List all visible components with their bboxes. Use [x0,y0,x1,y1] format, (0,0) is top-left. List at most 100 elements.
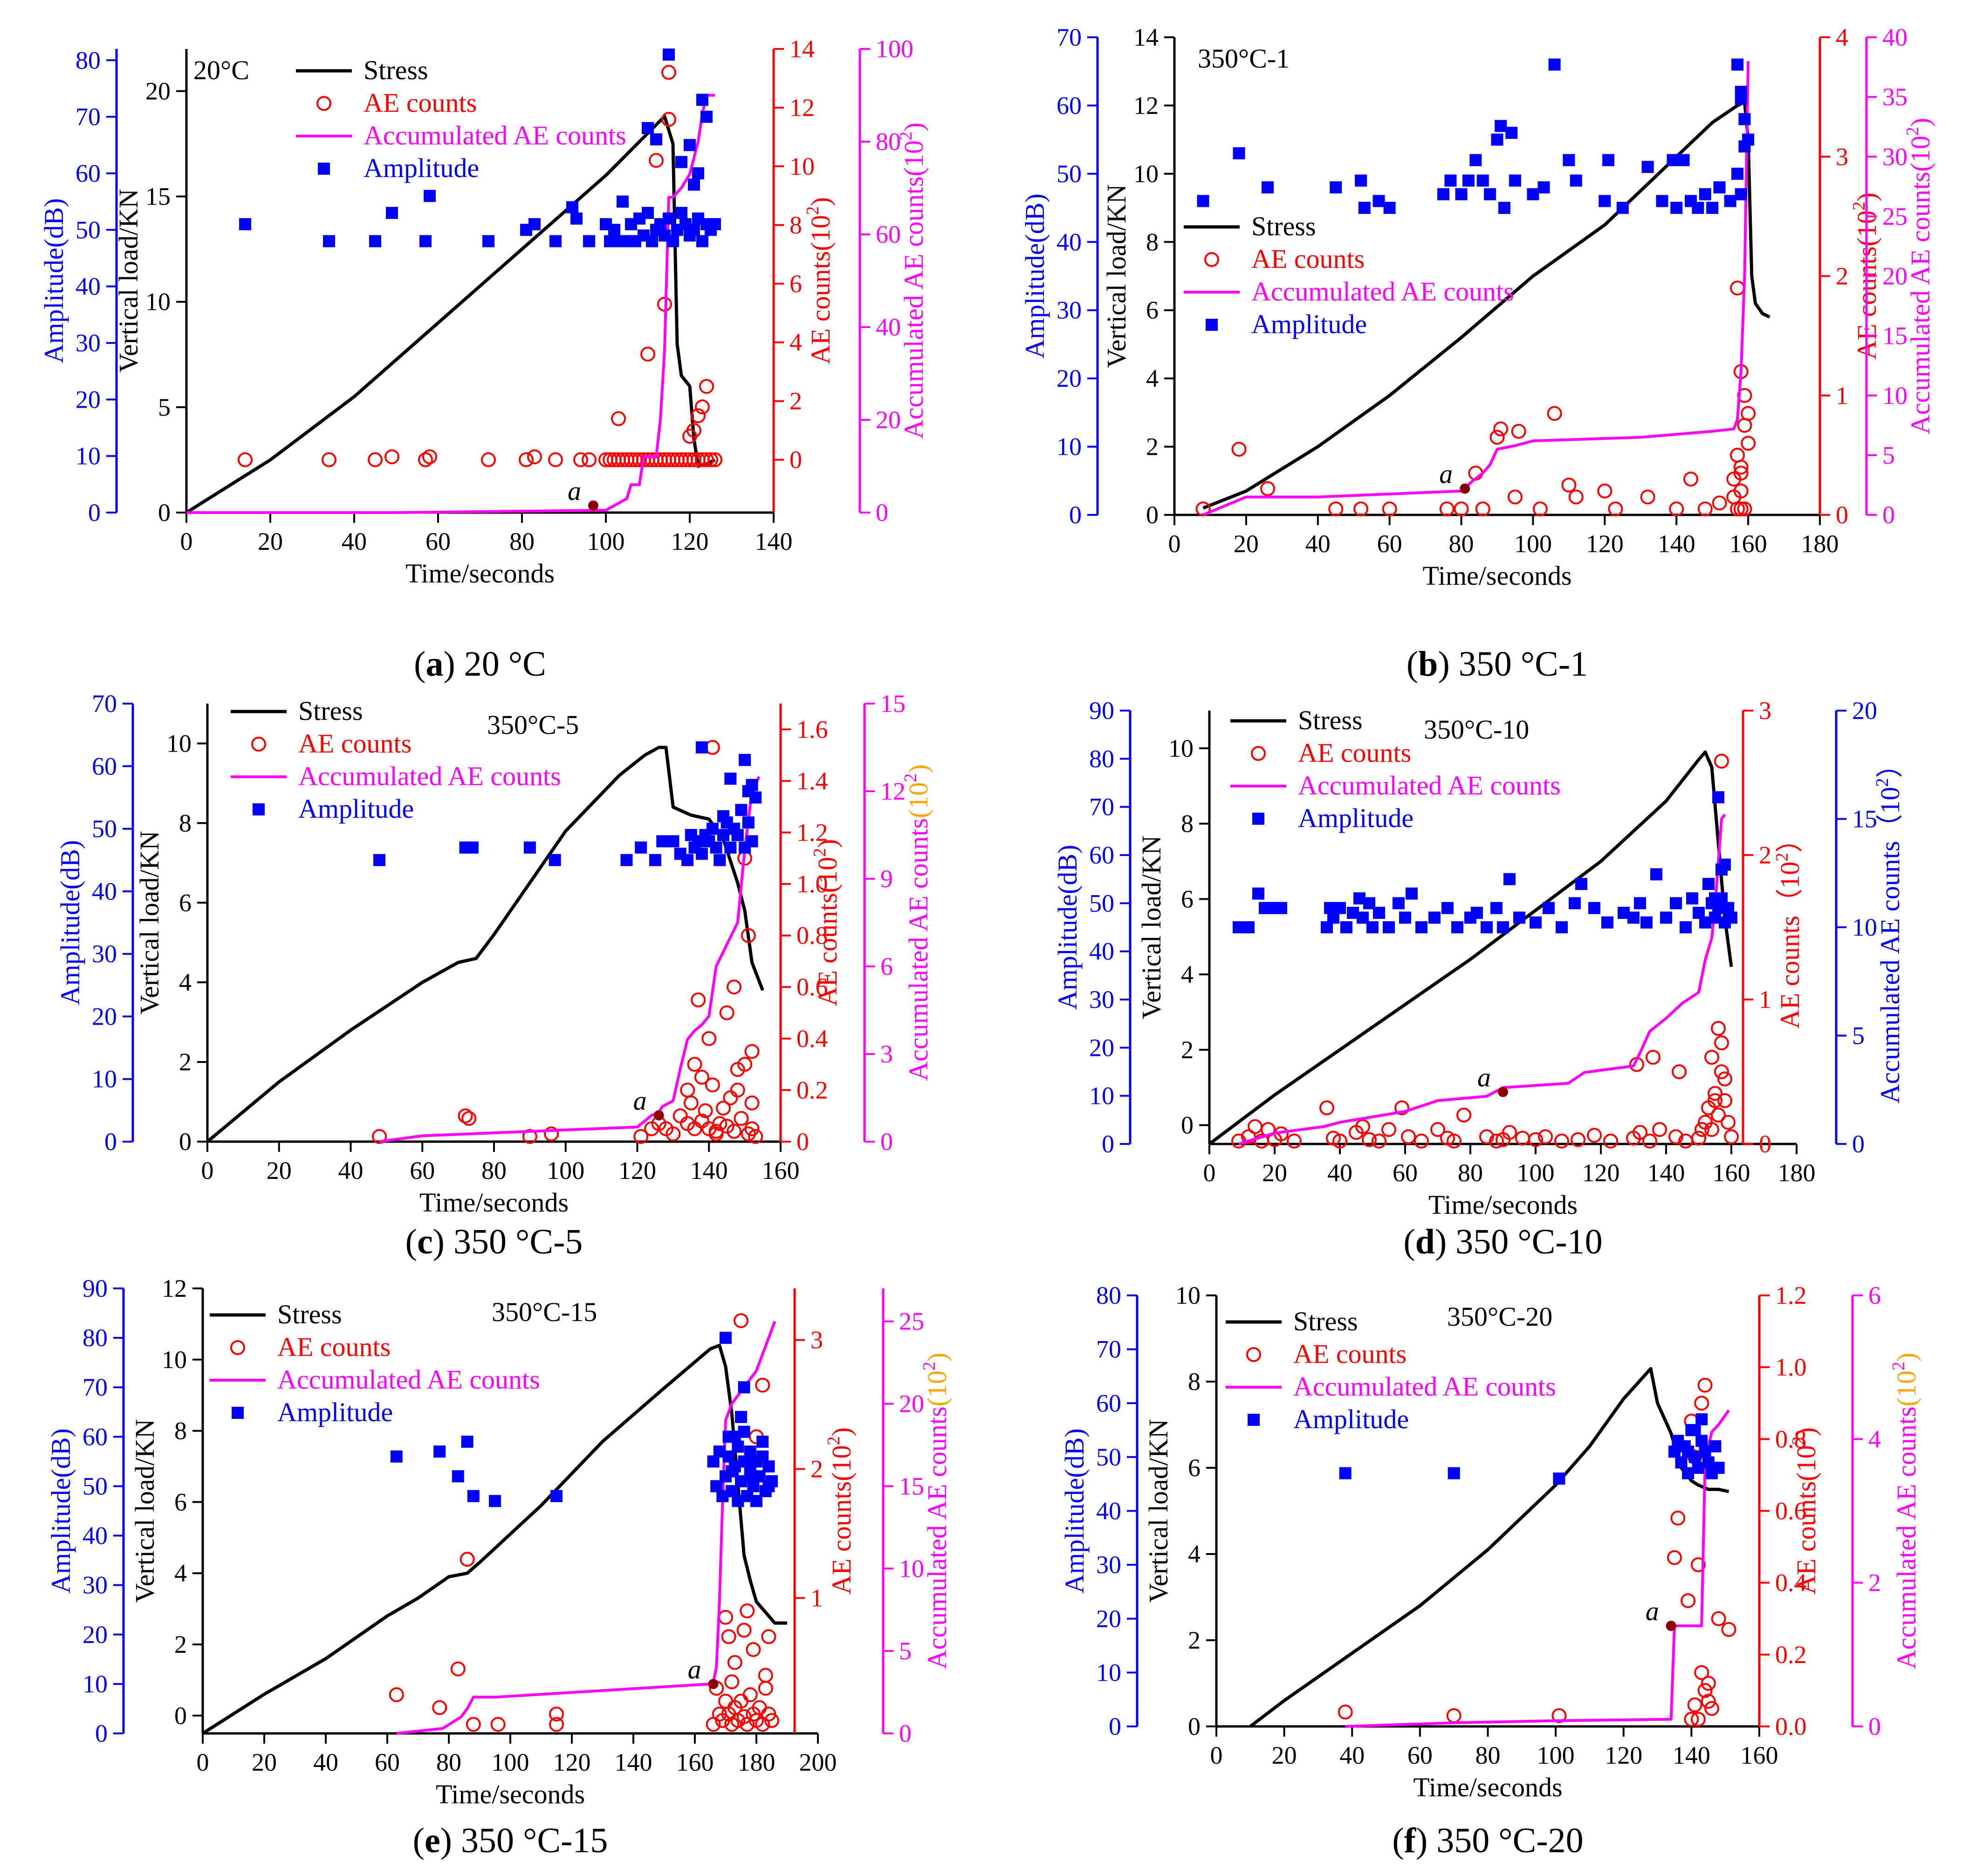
acc-tick-label: 15 [880,690,906,718]
ae-count-point [708,1126,724,1142]
amplitude-point [1563,154,1575,166]
panel-title: 350°C-5 [487,710,579,740]
ae-count-point [758,1681,773,1696]
amplitude-point [1471,907,1483,919]
amplitude-point [731,829,744,841]
amplitude-tick-label: 50 [1096,1443,1121,1471]
amplitude-tick-label: 30 [1096,1551,1121,1579]
amplitude-point [452,1470,464,1483]
series-accumulated-ae-counts [379,776,761,1143]
ae-count-point [527,449,542,465]
ae-count-point [1456,1108,1471,1123]
ae-count-point [549,1717,564,1732]
x-tick-label: 60 [1407,1741,1433,1769]
ae-count-point [705,740,720,755]
stress-curve [202,1343,787,1735]
amplitude-point [700,110,713,123]
amplitude-point [1451,921,1463,933]
x-tick-label: 20 [1262,1159,1287,1187]
legend-item-stress: Stress [1184,211,1316,241]
amplitude-point [1339,1467,1352,1479]
ae-count-point [1704,1701,1720,1716]
amplitude-tick-label: 70 [1089,793,1114,821]
legend-label: AE counts [364,88,477,118]
ae-count-point [1701,1694,1716,1709]
ae-tick-label: 1.0 [796,870,828,898]
legend-amplitude-swatch [1248,1414,1260,1426]
panel-e: 0 20 40 60 80 100 120 140 160 180 200Time/seconds0… [46,1274,952,1860]
ae-count-point [1571,1132,1585,1147]
ae-count-point [712,1116,727,1131]
ae-tick-label: 0.8 [1775,1425,1807,1453]
ae-count-point [1231,442,1247,457]
legend-item-ae-counts: AE counts [251,728,412,759]
amplitude-point [642,206,654,219]
series-accumulated-ae-counts [186,94,715,514]
ae-count-point [744,1095,760,1111]
x-tick-label: 20 [267,1157,292,1184]
load-tick-label: 20 [145,77,171,105]
legend-item-ae-counts: AE counts [230,1332,391,1362]
x-tick-label: 140 [1658,530,1695,558]
ae-count-point [389,1687,404,1702]
amplitude-tick-label: 80 [1096,1281,1121,1309]
amplitude-tick-label: 70 [1057,23,1082,51]
acc-tick-label: 0 [899,1719,912,1747]
ae-count-point [1430,1122,1445,1137]
amplitude-point [1503,873,1516,885]
ae-count-point [746,1642,761,1657]
amplitude-point [1383,921,1395,933]
legend-item-accumulated-ae-counts: Accumulated AE counts [1184,276,1514,307]
series-amplitude [390,1332,778,1507]
x-tick-label: 100 [587,527,625,555]
series-accumulated-ae-counts [1345,1409,1730,1728]
ae-count-point [1447,1133,1462,1149]
load-tick-label: 0 [174,1702,187,1730]
ae-count-point [718,1693,733,1709]
ae-count-point [1394,1100,1409,1116]
ae-count-point [1687,1697,1702,1712]
amplitude-point [1719,858,1731,871]
acc-tick-label: 5 [899,1637,912,1665]
x-tick-label: 20 [1272,1741,1297,1769]
amplitude-tick-label: 80 [82,1324,108,1352]
acc-tick-label: 10 [1852,913,1877,941]
panel-caption: (d) 350 °C-10 [1403,1222,1602,1261]
series-accumulated-ae-counts [396,1321,776,1735]
load-tick-label: 14 [1133,23,1159,51]
amplitude-point [1437,188,1450,200]
x-tick-label: 60 [1377,530,1402,558]
load-tick-label: 12 [1133,91,1159,119]
acc-tick-label: 2 [1868,1569,1881,1597]
ae-count-point [522,1129,537,1144]
legend-label: AE counts [1251,244,1365,274]
amplitude-tick-label: 0 [1109,1712,1121,1740]
x-tick-label: 100 [492,1748,529,1776]
ae-count-point [1532,501,1548,517]
ae-count-point [1711,1611,1726,1626]
ae-count-point [716,1101,731,1116]
ae-count-point [1690,1557,1706,1573]
amplitude-point [1242,921,1255,933]
legend-amplitude-swatch [1252,813,1264,825]
ae-tick-label: 0.6 [1775,1497,1807,1525]
amplitude-point [1602,154,1615,166]
amplitude-point [1569,897,1581,910]
amplitude-point [1570,174,1582,187]
stress-curve [1202,100,1770,510]
panel-d: 0 20 40 60 80 100 120 140 160 180Time/seconds0102… [1052,697,1905,1261]
ae-count-point [1475,501,1490,517]
amplitude-tick-label: 60 [1057,91,1082,119]
ae-count-point [1551,1708,1567,1723]
ae-tick-label: 12 [789,94,815,122]
amplitude-tick-label: 60 [1089,841,1114,869]
ae-count-point [1633,1125,1647,1140]
legend-item-amplitude: Amplitude [232,1397,393,1427]
ae-count-point [481,452,496,467]
amplitude-point [1252,887,1264,900]
ae-count-point [1684,1712,1699,1727]
ae-count-point [744,1121,760,1137]
amplitude-tick-label: 60 [1096,1389,1121,1417]
ae-count-point [633,1129,649,1144]
